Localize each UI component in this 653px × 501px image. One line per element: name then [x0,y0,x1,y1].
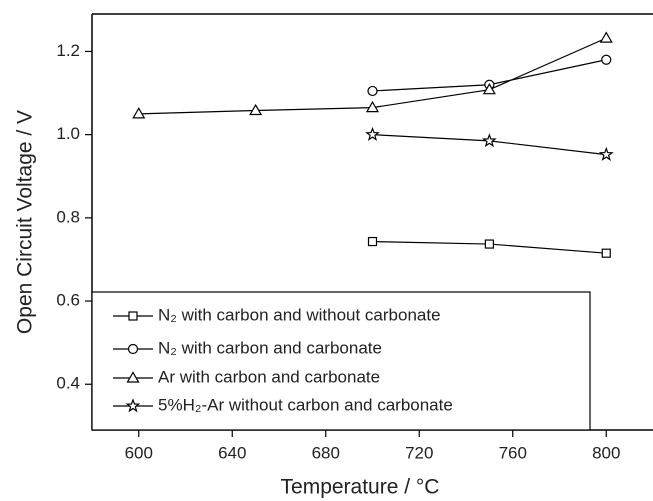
y-tick-label: 0.6 [56,291,80,310]
marker [482,83,496,95]
marker [367,236,378,247]
x-tick-label: 720 [405,443,433,462]
legend-box [91,291,591,431]
x-tick-label: 760 [499,443,527,462]
legend-label: 5%H₂-Ar without carbon and carbonate [158,395,453,414]
x-tick-label: 640 [218,443,246,462]
y-tick-label: 0.8 [56,207,80,226]
legend-label: N₂ with carbon and without carbonate [158,305,441,324]
marker [482,133,497,148]
marker [365,100,380,113]
marker [598,146,614,161]
marker [126,371,140,383]
y-axis-title: Open Circuit Voltage / V [14,110,37,334]
x-axis-title: Temperature / °C [281,476,440,499]
marker [127,343,139,355]
marker [599,31,613,43]
marker [367,85,378,97]
x-tick-label: 800 [592,443,620,462]
y-tick-label: 1.0 [56,124,80,143]
marker [365,126,380,141]
marker [249,103,263,116]
marker [601,54,612,65]
marker [128,311,138,321]
x-tick-label: 600 [125,443,153,462]
legend-label: N₂ with carbon and carbonate [158,338,382,357]
x-tick-label: 680 [312,443,340,462]
marker [125,398,141,413]
y-tick-label: 0.4 [56,374,80,393]
legend-label: Ar with carbon and carbonate [158,367,380,386]
marker [601,248,611,258]
y-tick-label: 1.2 [56,41,80,60]
marker [132,107,146,119]
marker [484,239,494,249]
